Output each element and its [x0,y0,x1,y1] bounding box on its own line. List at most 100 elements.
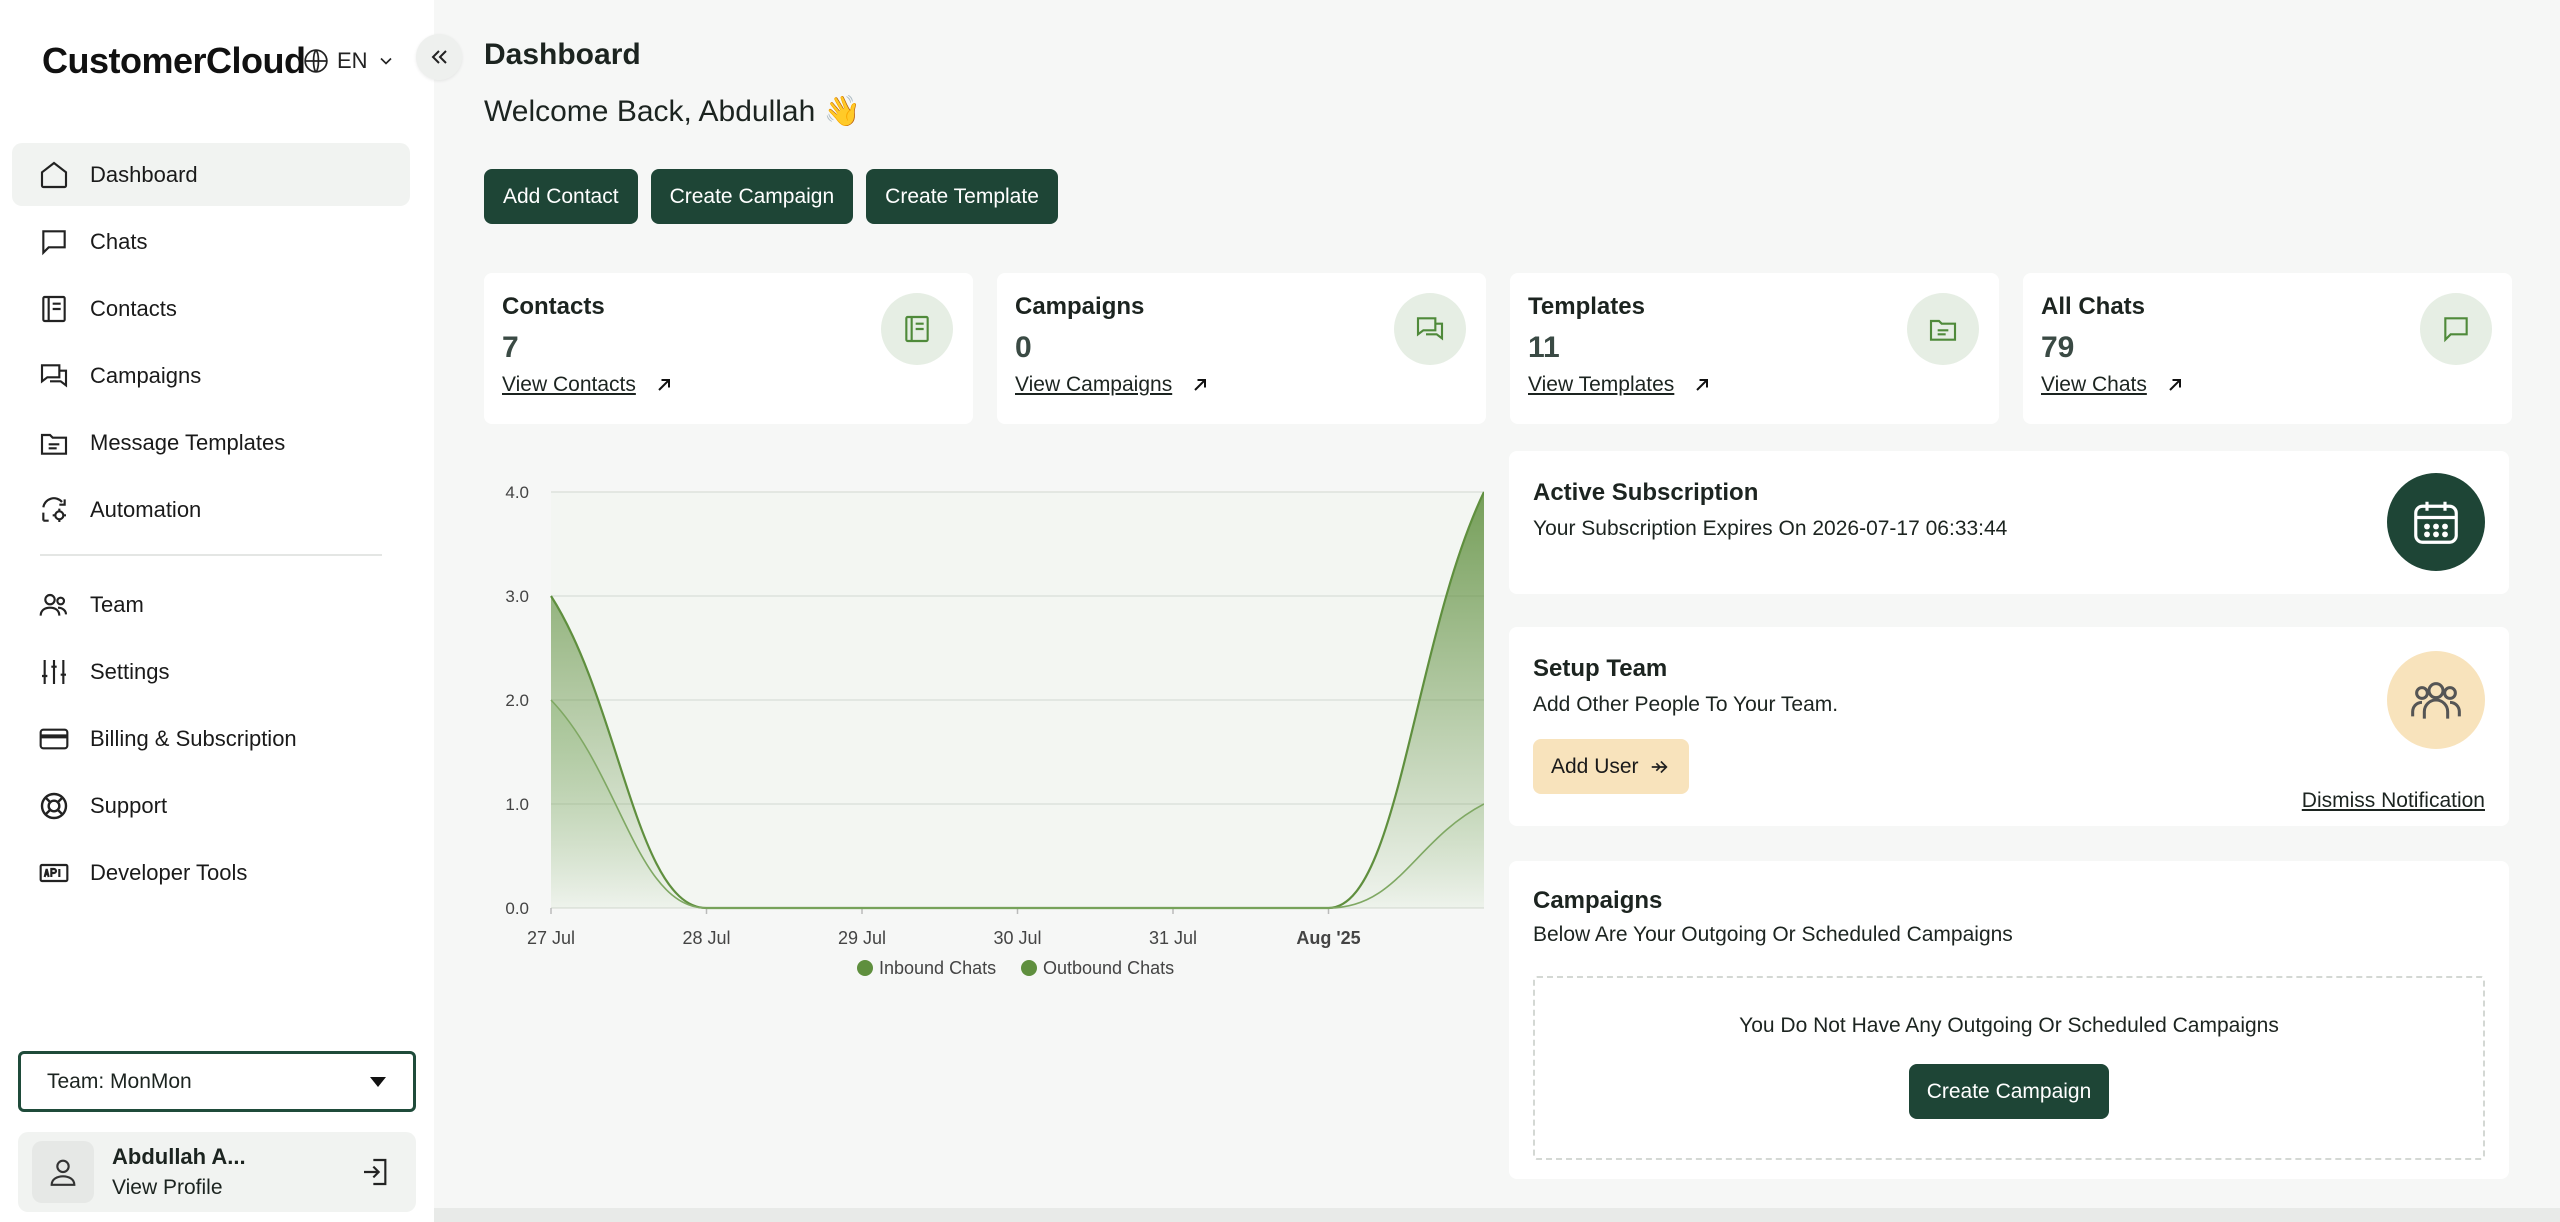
setup-team-text: Add Other People To Your Team. [1533,693,1839,716]
sidebar-item-label: Automation [90,496,202,522]
main-content: Dashboard Welcome Back, Abdullah 👋 Add C… [434,0,2560,1222]
nav-divider [40,554,382,556]
team-icon [2411,682,2461,719]
contacts-book-icon [905,315,929,343]
sidebar-item-label: Developer Tools [90,859,248,885]
profile-card[interactable]: Abdullah A... View Profile [18,1132,416,1212]
sidebar-item-contacts[interactable]: Contacts [12,277,410,340]
bottom-scroll-strip [434,1208,2560,1222]
stat-title: Campaigns [1015,293,1145,320]
quick-actions: Add Contact Create Campaign Create Templ… [484,169,1058,224]
brand-logo[interactable]: CustomerCloud [42,40,306,81]
view-profile-link[interactable]: View Profile [112,1176,223,1199]
stat-icon-badge [1907,293,1979,365]
calendar-icon [2414,501,2458,544]
profile-text: Abdullah A... View Profile [112,1144,360,1200]
sidebar-item-settings[interactable]: Settings [12,640,410,703]
sidebar-item-team[interactable]: Team [12,573,410,636]
sidebar-item-label: Settings [90,658,170,684]
contacts-book-icon [42,295,66,322]
credit-card-icon [39,728,69,749]
subscription-expiry: Your Subscription Expires On 2026-07-17 … [1533,517,2008,540]
arrow-up-right-icon [1194,379,1207,391]
team-icon [39,593,68,616]
subscription-title: Active Subscription [1533,479,1759,506]
series-outbound-chats-line [550,699,1485,909]
sidebar-item-label: Dashboard [90,161,198,187]
create-template-button[interactable]: Create Template [866,169,1058,224]
stat-card-all-chats: All Chats 79 View Chats [2023,273,2512,424]
sidebar-item-message-templates[interactable]: Message Templates [12,411,410,474]
subscription-panel: Active Subscription Your Subscription Ex… [1509,451,2509,594]
setup-team-panel: Setup Team Add Other People To Your Team… [1509,627,2509,826]
stat-link-label: View Campaigns [1015,373,1173,396]
view-contacts-link[interactable]: View Contacts [502,373,955,397]
campaigns-icon [1416,317,1444,341]
legend-label[interactable]: Inbound Chats [879,958,996,978]
language-selector[interactable]: EN [303,48,396,74]
team-select-value: Team: MonMon [47,1069,192,1093]
stat-card-campaigns: Campaigns 0 View Campaigns [997,273,1486,424]
add-contact-button[interactable]: Add Contact [484,169,638,224]
collapse-sidebar-button[interactable] [416,34,462,80]
chevron-down-icon [379,57,392,65]
stat-value: 0 [1015,331,1032,364]
team-select[interactable]: Team: MonMon [18,1051,416,1112]
x-tick-label: Aug '25 [1296,928,1360,948]
legend-swatch[interactable] [857,960,873,976]
stat-card-templates: Templates 11 View Templates [1510,273,1999,424]
create-campaign-empty-button[interactable]: Create Campaign [1908,1064,2110,1119]
sidebar-item-automation[interactable]: Automation [12,478,410,541]
x-tick-label: 31 Jul [1149,928,1197,948]
sidebar-item-billing[interactable]: Billing & Subscription [12,707,410,770]
stat-title: Contacts [502,293,605,320]
globe-icon [304,49,328,73]
stat-title: Templates [1528,293,1645,320]
series-outbound-chats-area [551,700,1484,908]
campaigns-panel: Campaigns Below Are Your Outgoing Or Sch… [1509,861,2509,1179]
create-campaign-button[interactable]: Create Campaign [650,169,854,224]
legend-label[interactable]: Outbound Chats [1043,958,1174,978]
sidebar-item-label: Message Templates [90,429,286,455]
sidebar-item-label: Contacts [90,295,177,321]
profile-name: Abdullah A... [112,1144,246,1169]
dismiss-notification-link[interactable]: Dismiss Notification [2301,789,2485,812]
arrow-up-right-icon [658,379,670,391]
api-icon [39,863,69,882]
page-title: Dashboard [484,38,641,71]
stat-card-contacts: Contacts 7 View Contacts [484,273,973,424]
add-user-button[interactable]: Add User [1533,739,1689,794]
stat-icon-badge [881,293,953,365]
add-user-label: Add User [1551,754,1639,778]
campaigns-empty-state: You Do Not Have Any Outgoing Or Schedule… [1533,976,2485,1160]
y-tick-label: 1.0 [505,795,529,814]
chat-icon [42,229,66,255]
sidebar-item-chats[interactable]: Chats [12,210,410,273]
x-tick-label: 30 Jul [993,928,1041,948]
stat-value: 79 [2041,331,2075,364]
stat-value: 7 [502,331,519,364]
user-icon [50,1159,76,1186]
chats-chart: 0.0 1.0 2.0 3.0 4.0 27 Jul 28 Jul 29 Jul 30 Jul 3… [484,460,1485,990]
y-tick-label: 4.0 [505,483,529,502]
setup-team-title: Setup Team [1533,655,1668,682]
sidebar-item-campaigns[interactable]: Campaigns [12,344,410,407]
stat-link-label: View Contacts [502,373,636,396]
view-templates-link[interactable]: View Templates [1528,373,1981,397]
sidebar-item-support[interactable]: Support [12,774,410,837]
stat-value: 11 [1528,331,1560,364]
sidebar-nav: Dashboard Chats Contacts Campaigns Messa… [12,143,410,908]
x-tick-label: 28 Jul [682,928,730,948]
sidebar-item-label: Campaigns [90,362,202,388]
sidebar-item-dashboard[interactable]: Dashboard [12,143,410,206]
home-icon [40,161,68,188]
view-chats-link[interactable]: View Chats [2041,373,2494,397]
logout-icon[interactable] [360,1156,392,1188]
legend-swatch[interactable] [1021,960,1037,976]
arrow-up-right-icon [2169,379,2181,391]
view-campaigns-link[interactable]: View Campaigns [1015,373,1468,397]
campaigns-icon [40,363,68,387]
send-arrow-icon [1651,760,1668,773]
sidebar-item-label: Support [90,792,168,818]
sidebar-item-developer-tools[interactable]: Developer Tools [12,841,410,904]
